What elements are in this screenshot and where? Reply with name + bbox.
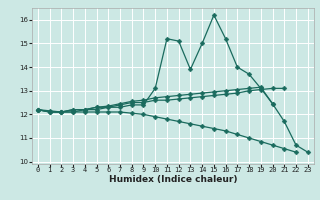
X-axis label: Humidex (Indice chaleur): Humidex (Indice chaleur) [108,175,237,184]
